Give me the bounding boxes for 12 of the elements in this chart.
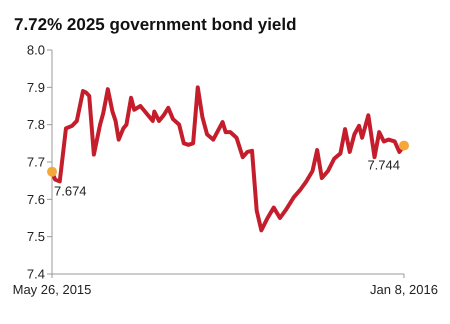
y-tick-label: 7.7: [26, 154, 45, 170]
chart-title: 7.72% 2025 government bond yield: [14, 15, 296, 34]
annotation: 7.674: [54, 184, 87, 199]
y-tick-label: 7.8: [26, 117, 45, 132]
y-tick-label: 7.4: [26, 266, 45, 282]
y-tick-label: 8.0: [26, 42, 45, 58]
x-tick-label: Jan 8, 2016: [370, 282, 438, 297]
x-tick-label: May 26, 2015: [12, 282, 92, 297]
y-tick-label: 7.6: [26, 192, 45, 207]
y-tick-label: 7.5: [26, 229, 45, 244]
y-tick-label: 7.9: [26, 80, 45, 95]
annotation: 7.744: [367, 158, 400, 173]
